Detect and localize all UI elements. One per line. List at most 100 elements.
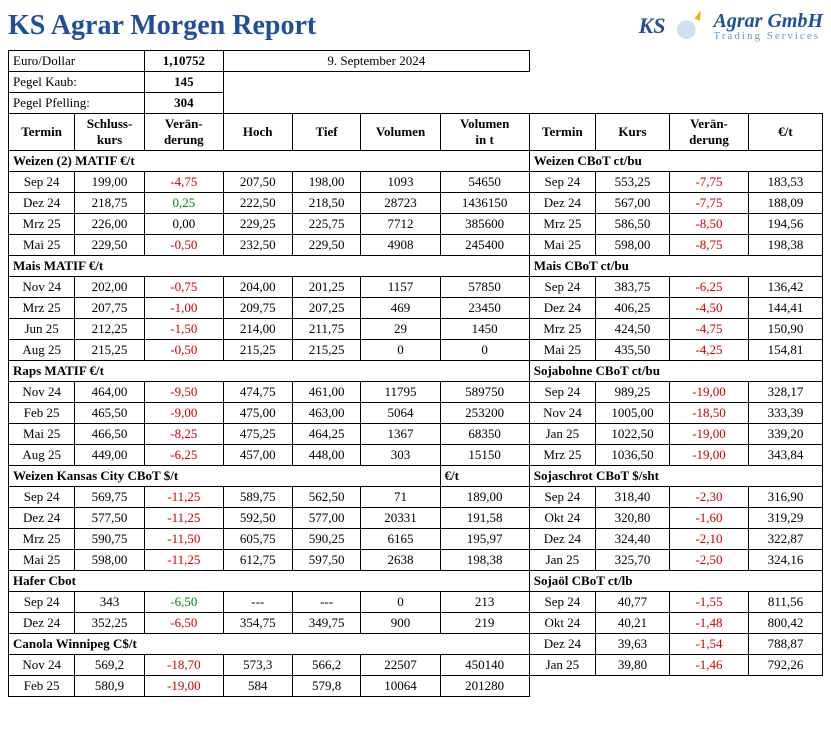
cell: 569,2 xyxy=(75,655,145,676)
cell: 215,25 xyxy=(75,340,145,361)
cell: Mrz 25 xyxy=(529,445,595,466)
cell: 201,25 xyxy=(292,277,361,298)
cell: 40,21 xyxy=(596,613,670,634)
cell: 212,25 xyxy=(75,319,145,340)
pegel-pfelling-label: Pegel Pfelling: xyxy=(9,93,145,114)
hdr-hoch: Hoch xyxy=(223,114,292,151)
section-label: Raps MATIF €/t xyxy=(9,361,530,382)
cell: -0,50 xyxy=(144,340,223,361)
section-label-r: Sojaschrot CBoT $/sht xyxy=(529,466,822,487)
cell: --- xyxy=(223,592,292,613)
cell: 579,8 xyxy=(292,676,361,697)
section-row: Raps MATIF €/tSojabohne CBoT ct/bu xyxy=(9,361,823,382)
cell: 10064 xyxy=(361,676,440,697)
cell: 211,75 xyxy=(292,319,361,340)
cell: 318,40 xyxy=(596,487,670,508)
cell: -18,70 xyxy=(144,655,223,676)
cell: -4,75 xyxy=(144,172,223,193)
cell: -4,25 xyxy=(669,340,748,361)
section-label-r: Sojabohne CBoT ct/bu xyxy=(529,361,822,382)
cell: 343,84 xyxy=(749,445,823,466)
cell: 15150 xyxy=(440,445,529,466)
cell: Mai 25 xyxy=(9,550,75,571)
hdr-eurt: €/t xyxy=(749,114,823,151)
report-table: Euro/Dollar 1,10752 9. September 2024 Pe… xyxy=(8,50,823,697)
cell: Sep 24 xyxy=(529,592,595,613)
cell: Dez 24 xyxy=(9,193,75,214)
pegel-kaub-value: 145 xyxy=(144,72,223,93)
cell: 191,58 xyxy=(440,508,529,529)
cell: -0,75 xyxy=(144,277,223,298)
cell: -8,50 xyxy=(669,214,748,235)
company-logo: KS Agrar GmbH Trading Services xyxy=(639,8,823,44)
cell: 1367 xyxy=(361,424,440,445)
cell: Mrz 25 xyxy=(9,214,75,235)
cell: 0,25 xyxy=(144,193,223,214)
cell: 788,87 xyxy=(749,634,823,655)
hdr-verand-l: Verän-derung xyxy=(144,114,223,151)
cell: -11,25 xyxy=(144,550,223,571)
cell: -1,48 xyxy=(669,613,748,634)
section-label: Weizen Kansas City CBoT $/t xyxy=(9,466,441,487)
cell: Sep 24 xyxy=(9,487,75,508)
cell: 209,75 xyxy=(223,298,292,319)
cell: -6,25 xyxy=(669,277,748,298)
cell: 900 xyxy=(361,613,440,634)
cell: 22507 xyxy=(361,655,440,676)
cell: 598,00 xyxy=(596,235,670,256)
cell: -8,25 xyxy=(144,424,223,445)
hdr-termin-l: Termin xyxy=(9,114,75,151)
cell: 226,00 xyxy=(75,214,145,235)
table-row: Nov 24569,2-18,70573,3566,222507450140Ja… xyxy=(9,655,823,676)
cell: -19,00 xyxy=(144,676,223,697)
cell: 218,50 xyxy=(292,193,361,214)
logo-trading-text: Trading Services xyxy=(714,31,823,42)
cell: -7,75 xyxy=(669,172,748,193)
table-row: Aug 25449,00-6,25457,00448,0030315150Mrz… xyxy=(9,445,823,466)
cell: 7712 xyxy=(361,214,440,235)
cell: 448,00 xyxy=(292,445,361,466)
cell: 1036,50 xyxy=(596,445,670,466)
cell: -9,50 xyxy=(144,382,223,403)
cell: 28723 xyxy=(361,193,440,214)
cell: Sep 24 xyxy=(529,382,595,403)
cell: -18,50 xyxy=(669,403,748,424)
cell: 424,50 xyxy=(596,319,670,340)
cell: -4,75 xyxy=(669,319,748,340)
cell: 144,41 xyxy=(749,298,823,319)
cell: Nov 24 xyxy=(9,655,75,676)
table-row: Sep 24569,75-11,25589,75562,5071189,00Se… xyxy=(9,487,823,508)
table-row: Sep 24199,00-4,75207,50198,00109354650Se… xyxy=(9,172,823,193)
section-label-r: Sojaöl CBoT ct/lb xyxy=(529,571,822,592)
cell: 597,50 xyxy=(292,550,361,571)
cell: -1,54 xyxy=(669,634,748,655)
cell: Mrz 25 xyxy=(529,214,595,235)
cell: 811,56 xyxy=(749,592,823,613)
cell: 183,53 xyxy=(749,172,823,193)
section-row: Weizen Kansas City CBoT $/t€/tSojaschrot… xyxy=(9,466,823,487)
cell: 2638 xyxy=(361,550,440,571)
section-label-r: Mais CBoT ct/bu xyxy=(529,256,822,277)
cell: 39,63 xyxy=(596,634,670,655)
table-row: Dez 24352,25-6,50354,75349,75900219Okt 2… xyxy=(9,613,823,634)
cell: 592,50 xyxy=(223,508,292,529)
cell: Dez 24 xyxy=(9,613,75,634)
cell: Jan 25 xyxy=(529,550,595,571)
cell: 1157 xyxy=(361,277,440,298)
cell: 194,56 xyxy=(749,214,823,235)
table-row: Mrz 25207,75-1,00209,75207,2546923450Dez… xyxy=(9,298,823,319)
hdr-verand-r: Verän-derung xyxy=(669,114,748,151)
cell: -2,50 xyxy=(669,550,748,571)
cell: 562,50 xyxy=(292,487,361,508)
cell: -19,00 xyxy=(669,424,748,445)
cell: 450140 xyxy=(440,655,529,676)
cell: -9,00 xyxy=(144,403,223,424)
cell: 253200 xyxy=(440,403,529,424)
cell: 1022,50 xyxy=(596,424,670,445)
cell: 0 xyxy=(440,340,529,361)
cell: -4,50 xyxy=(669,298,748,319)
cell: -1,55 xyxy=(669,592,748,613)
table-row: Mai 25466,50-8,25475,25464,25136768350Ja… xyxy=(9,424,823,445)
cell: 71 xyxy=(361,487,440,508)
cell: Okt 24 xyxy=(529,508,595,529)
